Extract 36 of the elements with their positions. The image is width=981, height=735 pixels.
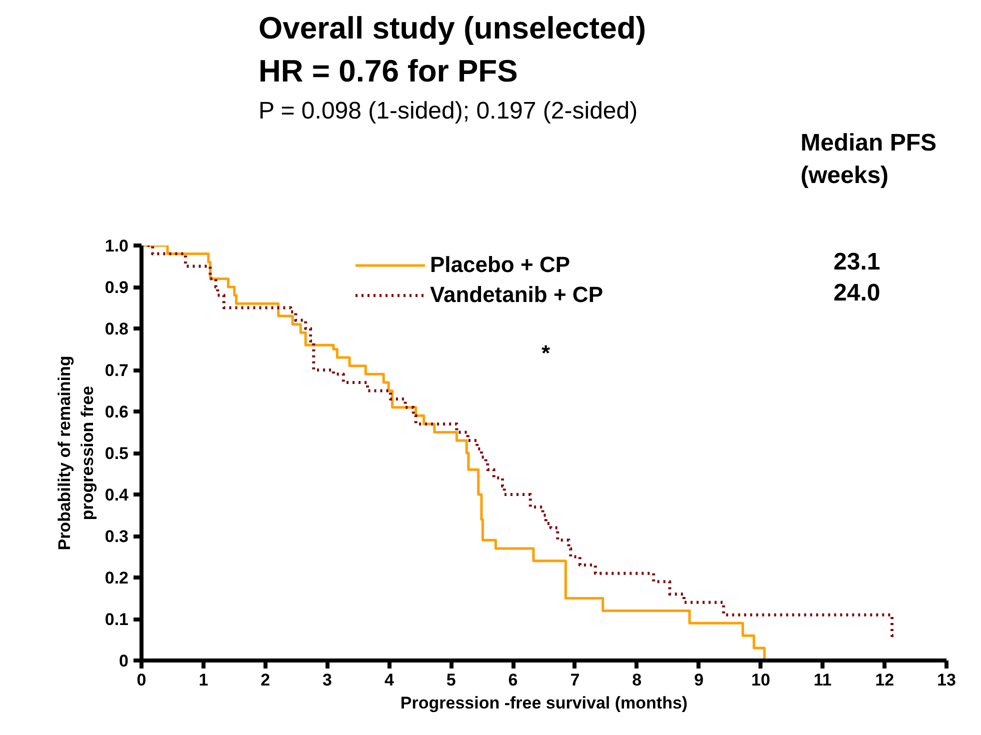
x-tick-label: 1 — [198, 670, 208, 690]
text: P = 0.098 (1-sided); 0.197 (2-sided) — [258, 98, 638, 124]
y-tick-label: 0.8 — [104, 320, 129, 338]
y-tick-label: 0 — [119, 652, 129, 670]
x-tick-label: 10 — [751, 670, 770, 690]
x-tick-label: 3 — [322, 670, 332, 690]
y-axis-title: Probability of remaining progression free — [55, 356, 97, 550]
legend-label: Placebo + CP — [430, 252, 570, 278]
x-tick-label: 2 — [260, 670, 270, 690]
x-tick-label: 4 — [384, 670, 394, 690]
chart-title: Overall study (unselected) — [258, 10, 646, 46]
x-axis-title: Progression -free survival (months) — [400, 694, 688, 712]
y-tick-label: 0.6 — [104, 402, 129, 422]
y-tick-label: 0.3 — [104, 527, 129, 546]
x-tick-label: 8 — [632, 670, 642, 690]
x-tick-label: 9 — [694, 670, 704, 690]
x-tick-label: 5 — [446, 670, 456, 690]
y-tick-label: 0.4 — [104, 486, 130, 504]
x-tick-label: 6 — [508, 670, 518, 690]
x-tick-label: 12 — [875, 670, 894, 690]
x-tick-label: 0 — [136, 670, 146, 690]
y-tick-label: 0.9 — [104, 278, 129, 297]
y-tick-label: 0.7 — [104, 361, 129, 380]
annotation: 24.0 — [834, 280, 880, 306]
annotation: 23.1 — [834, 248, 880, 276]
annotation: * — [542, 340, 550, 366]
chart-subtitle: HR = 0.76 for PFS — [258, 54, 518, 88]
y-tick-label: 0.5 — [104, 444, 129, 463]
x-tick-label: 11 — [814, 670, 832, 690]
y-tick-label: 0.2 — [104, 568, 129, 588]
x-tick-label: 7 — [570, 670, 580, 690]
x-tick-label: 13 — [937, 670, 956, 690]
legend-label: Vandetanib + CP — [430, 282, 603, 308]
y-tick-label: 1.0 — [104, 236, 129, 256]
text: Median PFS (weeks) — [800, 130, 937, 189]
y-tick-label: 0.1 — [104, 610, 129, 629]
